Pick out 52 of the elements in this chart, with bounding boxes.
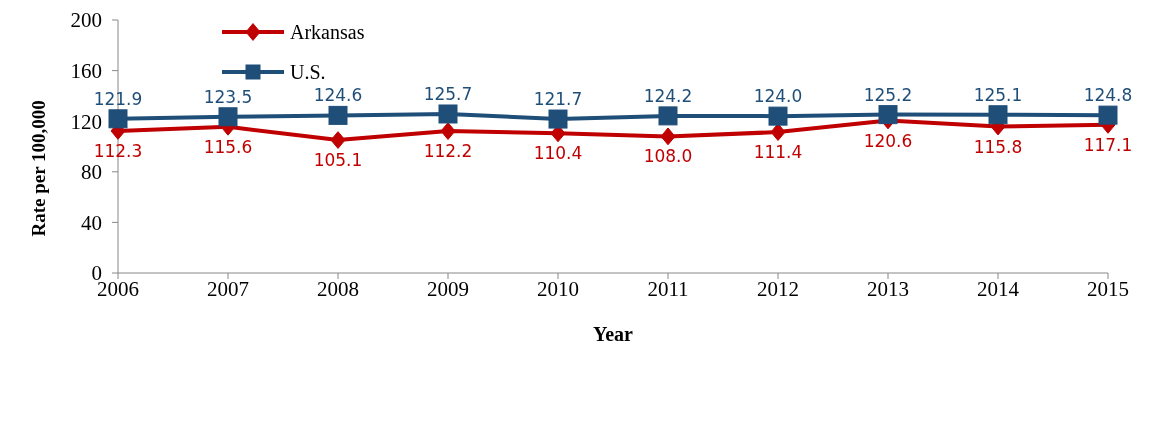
- point: [878, 105, 898, 125]
- data-label: 124.6: [313, 85, 363, 106]
- data-label: 125.1: [973, 84, 1023, 105]
- y-tick-label: 80: [81, 160, 102, 185]
- y-axis-title: Rate per 100,000: [27, 100, 49, 237]
- x-tick-label: 2015: [1087, 276, 1129, 301]
- x-tick-label: 2014: [977, 276, 1020, 301]
- point: [218, 107, 238, 127]
- point: [768, 106, 788, 126]
- x-tick-label: 2010: [537, 276, 579, 301]
- legend-label: U.S.: [290, 60, 326, 84]
- data-label: 124.8: [1083, 85, 1133, 106]
- y-tick-label: 40: [81, 210, 102, 235]
- data-label: 105.1: [313, 150, 363, 171]
- point: [770, 123, 786, 141]
- data-label: 115.8: [973, 136, 1023, 157]
- point: [660, 127, 676, 146]
- data-label: 108.0: [643, 146, 693, 167]
- y-tick-label: 200: [70, 8, 102, 33]
- data-label: 120.6: [863, 130, 913, 151]
- point: [438, 104, 458, 124]
- data-label: 125.2: [863, 84, 913, 105]
- data-label: 124.2: [643, 85, 693, 106]
- point: [328, 105, 348, 125]
- data-label: 117.1: [1083, 134, 1133, 155]
- x-tick-label: 2008: [317, 276, 359, 301]
- data-label: 121.7: [533, 89, 583, 110]
- point: [330, 131, 346, 149]
- point: [548, 109, 568, 129]
- x-tick-label: 2011: [647, 276, 689, 301]
- point: [988, 105, 1008, 125]
- point: [1098, 105, 1118, 125]
- point: [658, 106, 678, 126]
- data-label: 124.0: [753, 86, 803, 107]
- data-label: 110.4: [533, 143, 583, 164]
- y-tick-label: 160: [70, 59, 102, 84]
- point: [440, 122, 456, 140]
- x-tick-label: 2013: [867, 276, 909, 301]
- data-label: 121.9: [93, 88, 143, 109]
- point: [108, 109, 128, 129]
- data-label: 123.5: [203, 86, 253, 107]
- x-tick-label: 2009: [427, 276, 469, 301]
- data-label: 112.3: [93, 141, 143, 162]
- data-label: 115.6: [203, 136, 253, 157]
- x-tick-label: 2007: [207, 276, 249, 301]
- data-label: 111.4: [753, 142, 803, 163]
- x-tick-label: 2012: [757, 276, 799, 301]
- legend-label: Arkansas: [290, 20, 365, 44]
- x-axis-title: Year: [593, 323, 634, 345]
- y-tick-label: 120: [70, 109, 102, 134]
- data-label: 125.7: [423, 83, 473, 104]
- data-label: 112.2: [423, 141, 473, 162]
